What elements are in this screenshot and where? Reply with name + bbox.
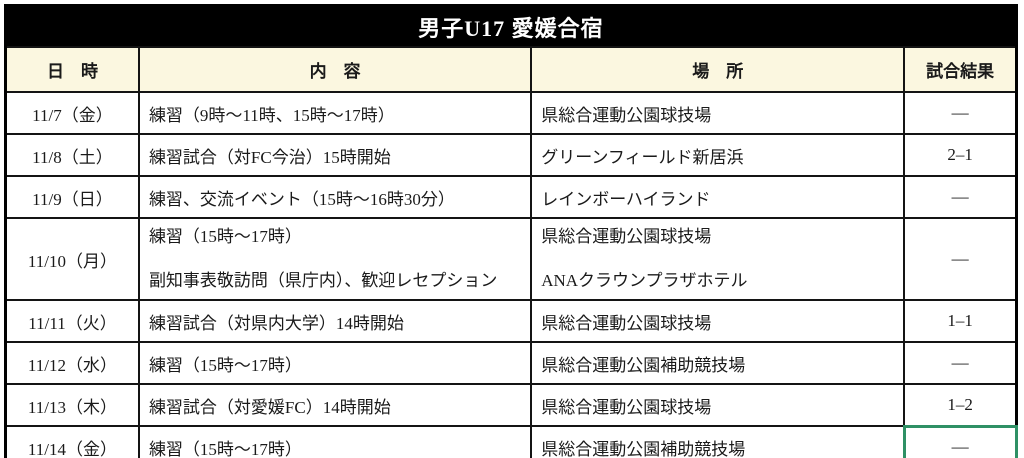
cell-content[interactable]: 練習（15時〜17時） 副知事表敬訪問（県庁内）、歓迎レセプション bbox=[137, 217, 533, 301]
column-header-datetime: 日 時 bbox=[4, 46, 140, 93]
column-header-content: 内 容 bbox=[137, 46, 533, 93]
cell-result[interactable]: — bbox=[903, 91, 1018, 135]
cell-date[interactable]: 11/11（火） bbox=[4, 299, 140, 343]
cell-content[interactable]: 練習（15時〜17時） bbox=[137, 425, 533, 458]
column-header-result: 試合結果 bbox=[903, 46, 1018, 93]
cell-date[interactable]: 11/9（日） bbox=[4, 175, 140, 219]
cell-place[interactable]: 県総合運動公園補助競技場 bbox=[530, 425, 906, 458]
table-row: 11/8（土） 練習試合（対FC今治）15時開始 グリーンフィールド新居浜 2–… bbox=[4, 133, 1018, 177]
table-row: 11/9（日） 練習、交流イベント（15時〜16時30分） レインボーハイランド… bbox=[4, 175, 1018, 219]
cell-result[interactable]: — bbox=[903, 175, 1018, 219]
cell-content[interactable]: 練習（15時〜17時） bbox=[137, 341, 533, 385]
cell-place[interactable]: グリーンフィールド新居浜 bbox=[530, 133, 906, 177]
cell-place[interactable]: 県総合運動公園球技場 bbox=[530, 299, 906, 343]
page-title: 男子U17 愛媛合宿 bbox=[4, 4, 1018, 48]
cell-date[interactable]: 11/10（月） bbox=[4, 217, 140, 301]
cell-content-line: 副知事表敬訪問（県庁内）、歓迎レセプション bbox=[148, 270, 498, 290]
cell-result[interactable]: 1–2 bbox=[903, 383, 1018, 427]
cell-content[interactable]: 練習試合（対県内大学）14時開始 bbox=[137, 299, 533, 343]
cell-result[interactable]: 1–1 bbox=[903, 299, 1018, 343]
cell-place[interactable]: 県総合運動公園球技場 ANAクラウンプラザホテル bbox=[530, 217, 906, 301]
table-row: 11/7（金） 練習（9時〜11時、15時〜17時） 県総合運動公園球技場 — bbox=[4, 91, 1018, 135]
schedule-table: 男子U17 愛媛合宿 日 時 内 容 場 所 試合結果 11/7（金） 練習（9… bbox=[4, 4, 1018, 458]
table-row: 11/12（水） 練習（15時〜17時） 県総合運動公園補助競技場 — bbox=[4, 341, 1018, 385]
cell-content[interactable]: 練習（9時〜11時、15時〜17時） bbox=[137, 91, 533, 135]
cell-content[interactable]: 練習試合（対愛媛FC）14時開始 bbox=[137, 383, 533, 427]
cell-place-line: ANAクラウンプラザホテル bbox=[541, 270, 748, 290]
cell-date[interactable]: 11/8（土） bbox=[4, 133, 140, 177]
cell-content[interactable]: 練習試合（対FC今治）15時開始 bbox=[137, 133, 533, 177]
table-row: 11/10（月） 練習（15時〜17時） 副知事表敬訪問（県庁内）、歓迎レセプシ… bbox=[4, 217, 1018, 301]
cell-date[interactable]: 11/13（木） bbox=[4, 383, 140, 427]
cell-result[interactable]: — bbox=[903, 217, 1018, 301]
cell-date[interactable]: 11/7（金） bbox=[4, 91, 140, 135]
cell-date[interactable]: 11/12（水） bbox=[4, 341, 140, 385]
selected-result-cell[interactable]: — bbox=[903, 425, 1018, 458]
cell-date[interactable]: 11/14（金） bbox=[4, 425, 140, 458]
cell-place-line: 県総合運動公園球技場 bbox=[541, 227, 712, 246]
table-row: 11/14（金） 練習（15時〜17時） 県総合運動公園補助競技場 — bbox=[4, 425, 1018, 458]
cell-content[interactable]: 練習、交流イベント（15時〜16時30分） bbox=[137, 175, 533, 219]
table-row: 11/11（火） 練習試合（対県内大学）14時開始 県総合運動公園球技場 1–1 bbox=[4, 299, 1018, 343]
cell-place[interactable]: 県総合運動公園球技場 bbox=[530, 383, 906, 427]
cell-place[interactable]: 県総合運動公園補助競技場 bbox=[530, 341, 906, 385]
column-header-place: 場 所 bbox=[530, 46, 906, 93]
cell-content-line: 練習（15時〜17時） bbox=[148, 227, 302, 246]
cell-result[interactable]: — bbox=[903, 341, 1018, 385]
cell-place[interactable]: レインボーハイランド bbox=[530, 175, 906, 219]
table-row: 11/13（木） 練習試合（対愛媛FC）14時開始 県総合運動公園球技場 1–2 bbox=[4, 383, 1018, 427]
cell-place[interactable]: 県総合運動公園球技場 bbox=[530, 91, 906, 135]
cell-result[interactable]: 2–1 bbox=[903, 133, 1018, 177]
